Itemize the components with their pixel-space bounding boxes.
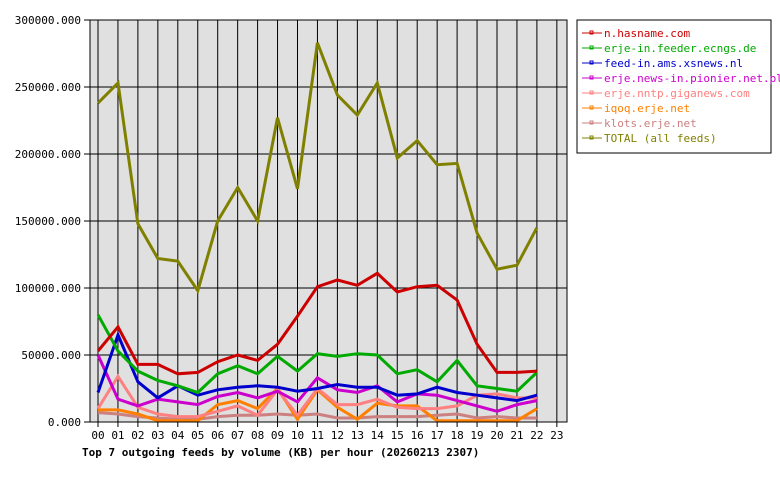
x-tick-label: 23: [550, 429, 563, 442]
x-tick-label: 12: [331, 429, 344, 442]
y-tick-label: 300000.000: [15, 14, 81, 27]
y-tick-label: 50000.000: [21, 349, 81, 362]
series-line-feed-in-ams-xsnews-nl: [96, 330, 538, 403]
legend-label: erje.nntp.giganews.com: [604, 87, 750, 100]
legend-label: TOTAL (all feeds): [604, 132, 717, 145]
x-tick-label: 17: [431, 429, 444, 442]
x-tick-label: 13: [351, 429, 364, 442]
series-line-klots-erje-net: [97, 411, 537, 421]
series-line-erje-news-in-pionier-net-pl: [96, 354, 538, 413]
x-tick-label: 02: [131, 429, 144, 442]
legend-item: iqoq.erje.net: [582, 102, 690, 115]
x-tick-label: 06: [211, 429, 224, 442]
legend-marker-icon: [589, 135, 594, 140]
legend-item: klots.erje.net: [582, 117, 697, 130]
y-axis: 0.000 50000.000 100000.000 150000.000 200000…: [15, 14, 90, 429]
x-tick-label: 09: [271, 429, 284, 442]
legend-marker-icon: [589, 45, 594, 50]
series-line-erje-in-feeder-ecngs-de: [96, 314, 538, 395]
series-line-n-hasname-com: [96, 271, 537, 376]
legend-marker-icon: [589, 90, 594, 95]
x-tick-label: 16: [411, 429, 424, 442]
x-tick-label: 07: [231, 429, 244, 442]
x-tick-label: 22: [530, 429, 543, 442]
x-tick-label: 19: [470, 429, 483, 442]
x-tick-label: 20: [490, 429, 503, 442]
legend-item: feed-in.ams.xsnews.nl: [582, 57, 743, 70]
y-tick-label: 150000.000: [15, 215, 81, 228]
x-tick-label: 11: [311, 429, 324, 442]
legend-marker-icon: [589, 60, 594, 65]
legend-label: erje-in.feeder.ecngs.de: [604, 42, 756, 55]
legend-marker-icon: [589, 120, 594, 125]
x-tick-label: 01: [111, 429, 124, 442]
legend-label: klots.erje.net: [604, 117, 697, 130]
x-axis: 00 01 02 03 04 05 06 07 08 09 10 11 12 13 14 15 16 17 18 19…: [91, 422, 563, 442]
x-tick-label: 21: [510, 429, 523, 442]
x-tick-label: 08: [251, 429, 264, 442]
legend-item: TOTAL (all feeds): [582, 132, 717, 145]
legend-marker-icon: [589, 105, 594, 110]
series-lines: [96, 42, 539, 423]
y-tick-label: 250000.000: [15, 81, 81, 94]
legend-label: erje.news-in.pionier.net.pl: [604, 72, 780, 85]
legend: n.hasname.com erje-in.feeder.ecngs.de feed…: [576, 19, 780, 154]
legend-label: n.hasname.com: [604, 27, 690, 40]
legend-item: erje.nntp.giganews.com: [582, 87, 750, 100]
x-tick-label: 15: [391, 429, 404, 442]
legend-label: feed-in.ams.xsnews.nl: [604, 57, 743, 70]
legend-item: erje-in.feeder.ecngs.de: [582, 42, 756, 55]
legend-marker-icon: [589, 30, 594, 35]
legend-box: [576, 19, 772, 154]
x-tick-label: 03: [151, 429, 164, 442]
y-tick-label: 100000.000: [15, 282, 81, 295]
series-line-total-all-feeds: [96, 42, 539, 295]
x-tick-label: 04: [171, 429, 185, 442]
x-tick-label: 00: [91, 429, 104, 442]
legend-item: erje.news-in.pionier.net.pl: [582, 72, 780, 85]
plot-frame: [89, 19, 568, 423]
x-tick-label: 14: [371, 429, 385, 442]
legend-marker-icon: [589, 75, 594, 80]
x-tick-label: 18: [450, 429, 463, 442]
x-tick-label: 05: [191, 429, 204, 442]
chart-title: Top 7 outgoing feeds by volume (KB) per …: [82, 446, 479, 459]
y-tick-label: 0.000: [48, 416, 81, 429]
legend-item: n.hasname.com: [582, 27, 690, 40]
y-tick-label: 200000.000: [15, 148, 81, 161]
legend-label: iqoq.erje.net: [604, 102, 690, 115]
x-tick-label: 10: [291, 429, 304, 442]
